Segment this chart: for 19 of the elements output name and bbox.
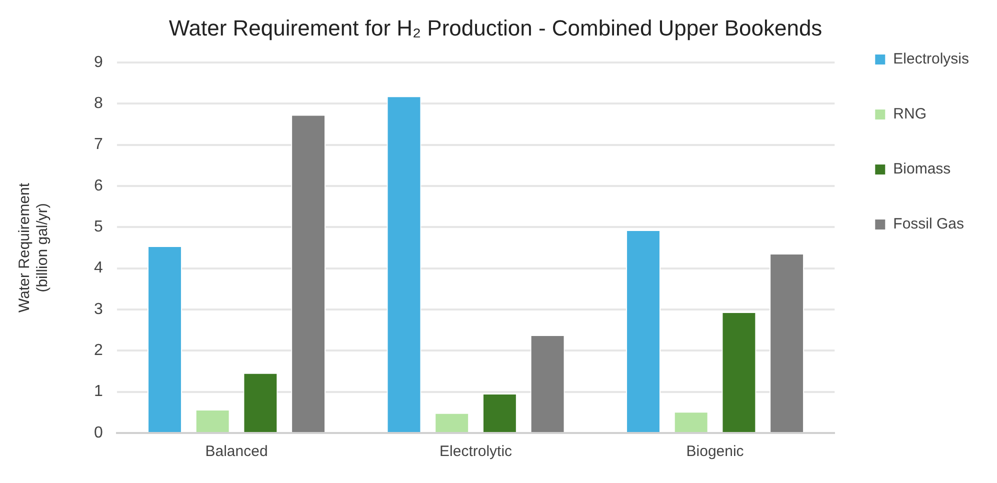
chart-title: Water Requirement for H₂ Production - Combined Upper Bookends [168,15,822,40]
x-tick-label: Electrolytic [440,443,513,460]
y-tick-label: 0 [94,424,103,442]
y-tick-label: 9 [94,54,103,71]
x-tick-label: Balanced [205,443,268,460]
legend-label: Biomass [893,160,951,178]
y-tick-label: 5 [94,218,103,236]
y-tick-label: 3 [94,300,103,318]
y-tick-label: 6 [94,177,103,194]
y-axis-title: Water Requirement (billion gal/yr) [16,182,52,312]
legend-label: Electrolysis [893,50,970,68]
y-tick-label: 2 [94,342,103,360]
y-tick-label: 8 [94,94,103,112]
y-tick-label: 7 [94,136,103,154]
y-tick-label: 4 [94,260,103,277]
x-tick-label: Biogenic [686,443,744,460]
legend-label: Fossil Gas [893,216,964,233]
y-tick-label: 1 [94,383,103,400]
legend-label: RNG [893,106,926,123]
